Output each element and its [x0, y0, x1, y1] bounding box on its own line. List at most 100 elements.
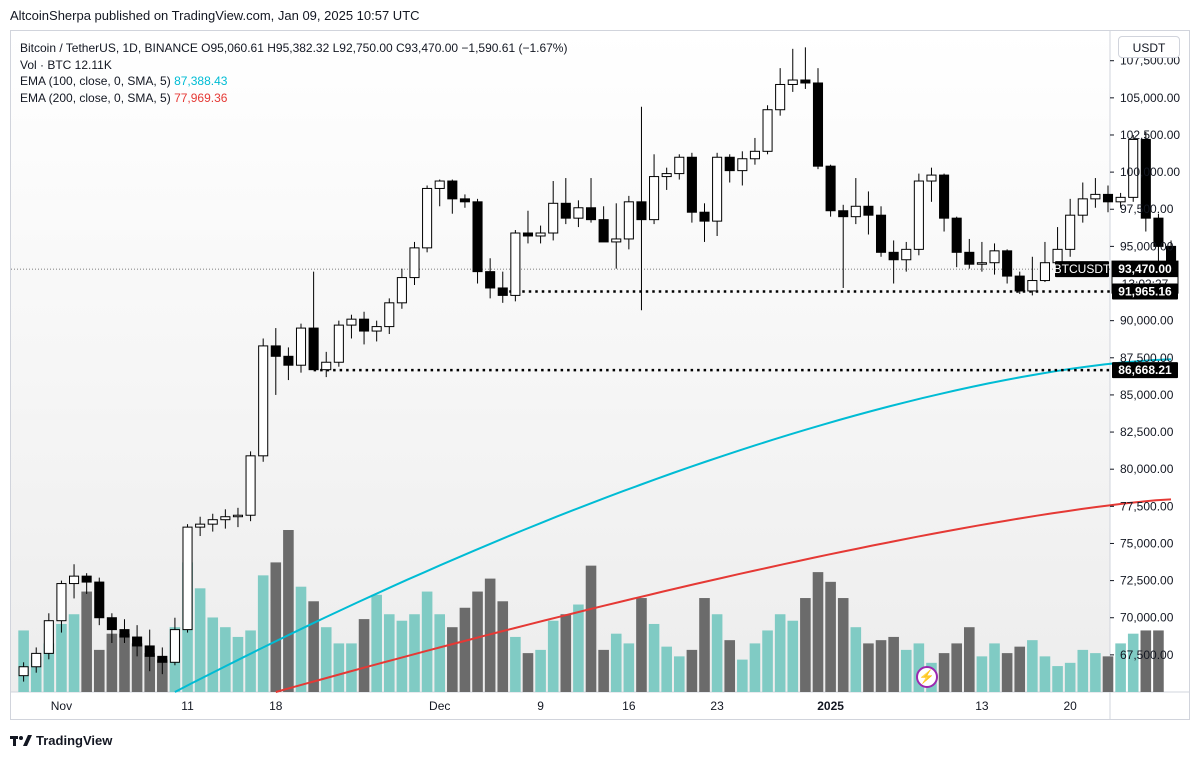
volume-bar	[1064, 662, 1076, 692]
level-price-tag-bg	[1112, 283, 1178, 300]
lightning-icon[interactable]: ⚡	[916, 666, 938, 688]
candle-bearish	[863, 205, 874, 216]
volume-bar	[472, 591, 483, 692]
candle-bearish	[522, 232, 534, 237]
candle-bullish	[661, 173, 672, 178]
last-price-label: 93,470.00	[1118, 262, 1172, 276]
candle-bearish	[875, 214, 887, 253]
candle-bullish	[43, 620, 54, 654]
ema100-line	[174, 358, 1172, 693]
candle-bullish	[18, 666, 29, 677]
candle-bearish	[800, 79, 811, 84]
volume-bar	[308, 601, 319, 692]
volume-bar	[875, 640, 887, 692]
candle-bullish	[674, 156, 685, 175]
publisher-byline: AltcoinSherpa published on TradingView.c…	[10, 8, 420, 23]
volume-bar	[1027, 640, 1038, 692]
ema200-line	[275, 498, 1172, 693]
volume-bar	[56, 623, 67, 692]
candle-bearish	[1140, 138, 1151, 219]
chart-frame[interactable]	[10, 30, 1190, 720]
candle-bullish	[1115, 196, 1126, 203]
price-tick-label: 70,000.00	[1120, 611, 1174, 625]
price-tick-label: 87,500.00	[1120, 351, 1174, 365]
candle-bearish	[1002, 250, 1013, 277]
volume-bar	[333, 643, 345, 692]
candle-bearish	[686, 156, 697, 213]
candle-bearish	[81, 575, 92, 583]
volume-bar	[585, 565, 597, 692]
candle-bearish	[485, 271, 496, 289]
price-tick-label: 75,000.00	[1120, 536, 1174, 550]
volume-bar	[522, 653, 534, 692]
volume-bar	[1001, 653, 1013, 692]
price-tick-label: 80,000.00	[1120, 462, 1174, 476]
candle-bearish	[459, 198, 470, 203]
volume-bar	[220, 627, 231, 692]
ema100-label: EMA (100, close, 0, SMA, 5)	[20, 74, 171, 88]
volume-bar	[800, 598, 811, 692]
volume-bar	[434, 614, 446, 692]
volume-bar	[68, 614, 80, 692]
candle-bullish	[195, 523, 206, 528]
volume-bar	[283, 530, 294, 692]
volume-bar	[30, 656, 42, 692]
volume-bar	[686, 649, 698, 692]
candle-bullish	[976, 262, 987, 265]
candle-bearish	[724, 156, 735, 172]
volume-bar	[610, 633, 622, 692]
volume-bar	[43, 643, 55, 692]
candle-bearish	[636, 201, 647, 221]
time-tick-label: Dec	[429, 699, 450, 713]
symbol-tag: BTCUSDT	[1054, 262, 1111, 276]
candle-bullish	[649, 176, 660, 221]
ema200-label: EMA (200, close, 0, SMA, 5)	[20, 90, 171, 105]
candle-bearish	[132, 636, 143, 647]
volume-bar	[900, 649, 912, 692]
volume-bar	[863, 643, 874, 692]
candle-bullish	[207, 519, 218, 525]
price-tick-label: 67,500.00	[1120, 648, 1174, 662]
candle-bullish	[396, 277, 407, 304]
volume-bar	[938, 653, 950, 692]
symbol-ohlc-line: Bitcoin / TetherUS, 1D, BINANCE O95,060.…	[20, 41, 568, 55]
volume-bar	[762, 630, 773, 692]
time-tick-label: 11	[181, 699, 194, 713]
candle-bearish	[144, 645, 155, 657]
volume-bar	[547, 620, 559, 692]
volume-bar	[573, 604, 584, 692]
volume-bar	[825, 581, 836, 692]
time-axis: Nov 11 18 Dec 9 16 23 2025 13 20	[51, 699, 1077, 713]
ema-lines	[174, 358, 1172, 693]
candle-bearish	[560, 202, 571, 219]
volume-bar	[207, 617, 219, 692]
candle-bullish	[1128, 138, 1139, 198]
volume-bar	[346, 643, 357, 692]
candle-bullish	[535, 232, 546, 237]
price-tick-label: 77,500.00	[1120, 499, 1174, 513]
candle-bearish	[106, 617, 117, 631]
price-tick-label: 105,000.00	[1120, 91, 1180, 105]
candle-bullish	[56, 583, 67, 622]
plot-background	[11, 31, 1110, 692]
candle-bullish	[548, 202, 559, 234]
candle-bullish	[1077, 198, 1088, 216]
volume-bar	[459, 607, 471, 692]
volume-bar	[888, 636, 899, 692]
price-tick-label: 90,000.00	[1120, 314, 1174, 328]
candle-bearish	[447, 180, 458, 200]
volume-bar	[737, 659, 748, 692]
time-tick-label: 18	[269, 699, 283, 713]
volume-bar	[623, 643, 635, 692]
currency-selector[interactable]: USDT	[1118, 36, 1180, 58]
candle-bearish	[951, 217, 962, 253]
candle-bullish	[371, 326, 382, 332]
volume-bar	[194, 588, 206, 692]
volume-bar	[560, 614, 572, 692]
candle-bullish	[762, 109, 773, 152]
candle-bearish	[359, 318, 370, 332]
candle-bearish	[812, 82, 824, 167]
volume-bar	[1090, 653, 1101, 692]
volume-bar	[232, 636, 244, 692]
